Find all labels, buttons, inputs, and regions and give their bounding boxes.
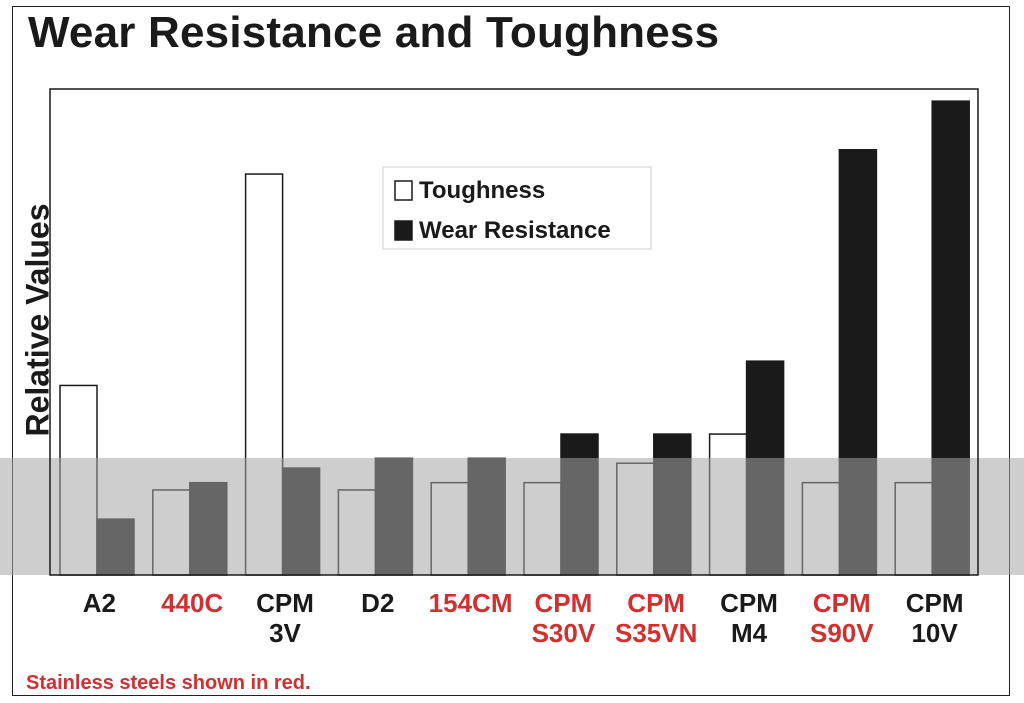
watermark-band	[0, 458, 1024, 575]
category-label-cpm-s30v: CPM S30V	[532, 588, 596, 648]
legend-box	[382, 166, 652, 250]
category-label-440c: 440C	[161, 588, 223, 618]
category-label-cpm-m4: CPM M4	[720, 588, 778, 648]
category-label-154cm: 154CM	[429, 588, 513, 618]
category-label-a2: A2	[83, 588, 116, 618]
category-label-cpm-s90v: CPM S90V	[810, 588, 874, 648]
legend-label-toughness: Toughness	[419, 177, 545, 204]
category-label-cpm-10v: CPM 10V	[906, 588, 964, 648]
category-label-cpm-3v: CPM 3V	[256, 588, 314, 648]
category-label-d2: D2	[361, 588, 394, 618]
band-overlay-layer	[0, 458, 1024, 575]
plot-area	[49, 88, 979, 576]
chart-title: Wear Resistance and Toughness	[28, 8, 720, 57]
legend-swatch-toughness	[394, 180, 413, 201]
chart-frame	[12, 6, 1010, 696]
category-labels: A2 440C CPM 3V D2 154CM CPM S30V CPM S35VN CPM M4 CP…	[83, 588, 964, 648]
category-label-cpm-s35vn: CPM S35VN	[615, 588, 697, 648]
footnote: Stainless steels shown in red.	[26, 672, 311, 694]
plot-border	[49, 88, 979, 576]
legend-label-wear-resistance: Wear Resistance	[419, 217, 611, 244]
legend-swatch-wear-resistance	[394, 220, 413, 241]
legend: Toughness Wear Resistance	[382, 166, 652, 250]
